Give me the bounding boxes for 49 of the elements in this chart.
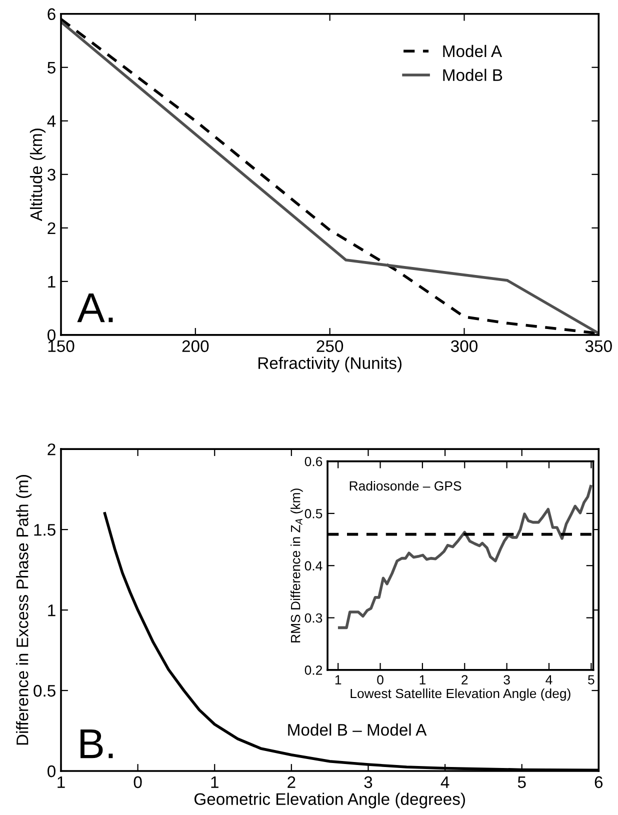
legend-label: Model B [443, 68, 502, 82]
x-tick-label: 2 [288, 776, 296, 788]
x-axis-title: Lowest Satellite Elevation Angle (deg) [350, 688, 570, 701]
y-tick-label: 0.5 [304, 509, 322, 518]
x-tick-label: 1 [211, 776, 218, 788]
y-tick-label: 0.6 [304, 456, 322, 466]
y-tick-label: 2 [48, 222, 56, 234]
x-tick-label: 5 [518, 776, 526, 788]
x-tick-label: 6 [594, 776, 603, 788]
y-axis-title: Altitude (km) [30, 128, 46, 222]
annotation: Radiosonde – GPS [350, 480, 462, 491]
y-tick-label: 6 [48, 8, 56, 20]
y-tick-label: 0.4 [304, 561, 322, 571]
annotation: Model B – Model A [288, 724, 427, 736]
x-tick-label: 300 [450, 340, 478, 352]
x-tick-label: 4 [546, 675, 552, 684]
annotation: B. [80, 729, 113, 758]
x-tick-label: 1 [58, 776, 65, 788]
x-tick-label: 200 [182, 340, 209, 352]
x-tick-label: 350 [585, 340, 612, 352]
y-tick-label: 0 [48, 765, 56, 778]
x-tick-label: 1 [335, 675, 342, 684]
y-tick-label: 4 [47, 115, 56, 127]
x-tick-label: 0 [134, 776, 142, 788]
y-tick-label: 1 [48, 604, 56, 616]
y-tick-label: 2 [48, 443, 56, 456]
y-tick-label: 0 [48, 329, 56, 342]
y-tick-label: 5 [48, 62, 56, 74]
y-tick-label: 1 [48, 276, 56, 288]
y-tick-label: 0.5 [34, 684, 56, 697]
x-tick-label: 2 [462, 675, 468, 684]
annotation: A. [77, 293, 113, 322]
y-axis-title: Difference in Excess Phase Path (m) [16, 475, 32, 745]
x-tick-label: 150 [48, 340, 74, 352]
x-tick-label: 0 [377, 675, 384, 684]
x-tick-label: 5 [588, 675, 594, 684]
x-tick-label: 1 [420, 675, 426, 684]
x-tick-label: 3 [364, 776, 372, 788]
y-tick-label: 0.3 [304, 613, 322, 623]
x-axis-title: Refractivity (Nunits) [258, 356, 402, 372]
x-tick-label: 3 [504, 675, 510, 684]
legend-label: Model A [443, 44, 502, 58]
y-tick-label: 1.5 [34, 524, 56, 536]
y-axis-title: RMS Difference in Z$_{A}$ (km) [290, 488, 303, 642]
y-tick-label: 3 [48, 168, 56, 181]
x-axis-title: Geometric Elevation Angle (degrees) [194, 792, 465, 808]
x-tick-label: 250 [316, 340, 344, 352]
y-tick-label: 0.2 [304, 665, 322, 675]
x-tick-label: 4 [440, 776, 450, 788]
